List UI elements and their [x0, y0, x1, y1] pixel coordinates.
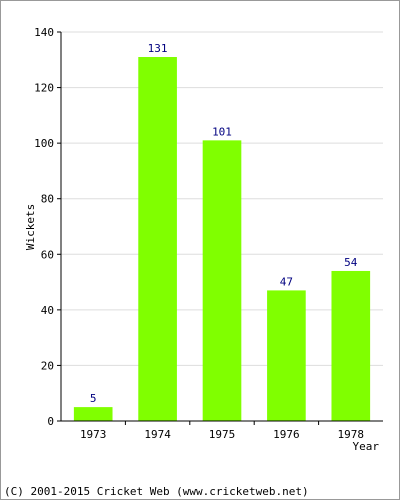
axes [57, 31, 383, 425]
y-tick-label: 20 [41, 359, 54, 372]
x-tick-label: 1978 [338, 428, 365, 441]
x-tick-label: 1975 [209, 428, 236, 441]
x-tick-label: 1976 [273, 428, 300, 441]
copyright-footer: (C) 2001-2015 Cricket Web (www.cricketwe… [4, 485, 309, 498]
data-label: 54 [344, 256, 358, 269]
y-tick-label: 40 [41, 304, 54, 317]
y-tick-label: 140 [34, 26, 54, 39]
x-axis-label: Year [353, 440, 380, 453]
y-tick-labels: 0 20 40 60 80 100 120 140 [34, 26, 54, 428]
y-tick-label: 80 [41, 193, 54, 206]
data-label: 5 [90, 392, 97, 405]
data-label: 47 [280, 275, 293, 288]
data-label: 101 [212, 125, 232, 138]
bar [331, 270, 371, 421]
data-labels: 5 131 101 47 54 [90, 42, 358, 405]
y-tick-label: 100 [34, 137, 54, 150]
y-tick-label: 120 [34, 82, 54, 95]
y-axis-label: Wickets [24, 204, 37, 250]
y-tick-label: 0 [47, 415, 54, 428]
bar [138, 57, 177, 421]
x-tick-label: 1973 [80, 428, 107, 441]
x-tick-labels: 1973 1974 1975 1976 1978 [80, 428, 364, 441]
bar [267, 290, 306, 421]
bar [202, 140, 242, 421]
x-tick-label: 1974 [144, 428, 171, 441]
y-tick-label: 60 [41, 248, 54, 261]
bar [73, 407, 113, 421]
bars [73, 57, 371, 421]
data-label: 131 [148, 42, 168, 55]
